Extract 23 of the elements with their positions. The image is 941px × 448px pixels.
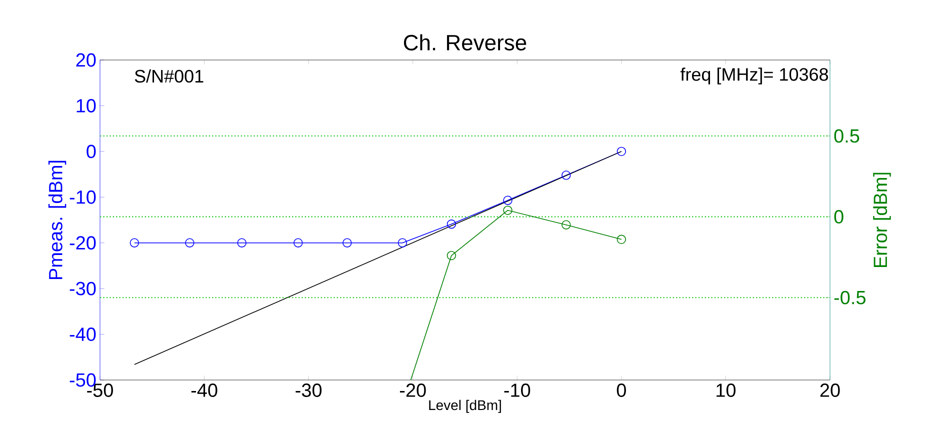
- annotation: S/N#001: [134, 69, 204, 83]
- x-tick-label: -30: [296, 384, 322, 397]
- x-tick-label: 0: [616, 384, 626, 397]
- y-axis-title: Pmeas. [dBm]: [48, 160, 66, 279]
- chart-title: Ch. Reverse: [404, 34, 526, 50]
- x-axis-title: Level [dBm]: [429, 400, 501, 413]
- y-tick-label: 10: [76, 98, 96, 112]
- annotation: freq [MHz]= 10368: [680, 68, 828, 84]
- y2-tick-label: 0: [834, 210, 844, 224]
- y2-tick-label: 0.5: [834, 129, 860, 143]
- y-tick-label: -20: [70, 236, 96, 250]
- y2-axis-title: Error [dBm]: [873, 172, 891, 268]
- x-tick-label: -10: [504, 384, 530, 397]
- y-tick-label: 0: [86, 144, 96, 158]
- y-tick-label: -30: [70, 282, 96, 296]
- x-tick-label: -40: [191, 384, 218, 397]
- y2-tick-label: -0.5: [834, 290, 866, 304]
- x-tick-label: -20: [400, 384, 426, 397]
- x-tick-label: 20: [820, 384, 840, 397]
- y-tick-label: 20: [76, 53, 96, 67]
- y-tick-label: -40: [70, 328, 96, 342]
- y-tick-label: -10: [70, 190, 96, 204]
- x-tick-label: 10: [716, 384, 736, 397]
